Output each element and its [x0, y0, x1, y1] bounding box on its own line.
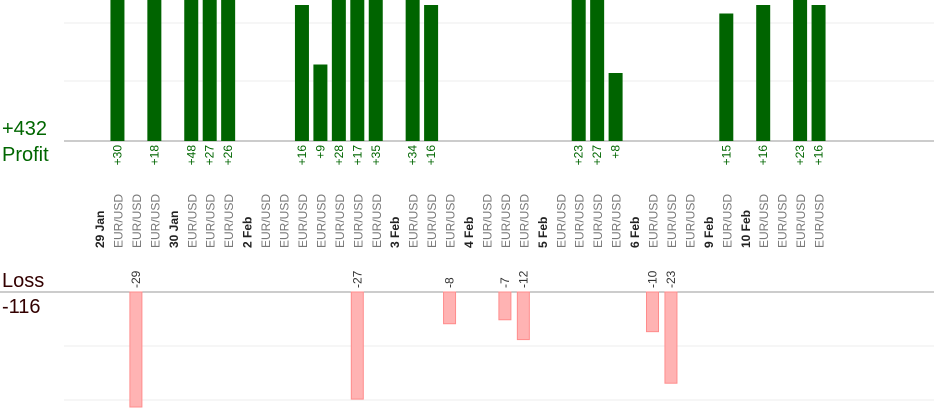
- profit-value-label: +15: [719, 145, 733, 166]
- loss-value-label: -12: [516, 270, 530, 288]
- profit-value-label: +18: [147, 145, 161, 166]
- loss-bar: [443, 291, 457, 325]
- instrument-label: EUR/USD: [610, 194, 624, 248]
- profit-bar: [184, 0, 199, 141]
- instrument-label: EUR/USD: [444, 194, 458, 248]
- profit-bar: [719, 13, 734, 141]
- profit-value-label: +17: [350, 145, 364, 166]
- profit-value-label: +9: [313, 145, 327, 159]
- profit-value-label: +16: [295, 145, 309, 166]
- date-label: 6 Feb: [628, 217, 642, 248]
- instrument-label: EUR/USD: [407, 194, 421, 248]
- date-label: 30 Jan: [167, 211, 181, 248]
- date-label: 4 Feb: [462, 217, 476, 248]
- instrument-label: EUR/USD: [222, 194, 236, 248]
- instrument-label: EUR/USD: [425, 194, 439, 248]
- profit-bar: [313, 64, 328, 141]
- loss-value-label: -7: [498, 277, 512, 288]
- instrument-label: EUR/USD: [517, 194, 531, 248]
- instrument-label: EUR/USD: [278, 194, 292, 248]
- loss-bar: [129, 291, 143, 408]
- profit-bar: [608, 73, 623, 141]
- profit-bar: [793, 0, 808, 141]
- profit-bar: [202, 0, 217, 141]
- loss-bar: [350, 291, 364, 400]
- date-label: 29 Jan: [93, 211, 107, 248]
- instrument-label: EUR/USD: [683, 194, 697, 248]
- loss-value-label: -27: [350, 270, 364, 288]
- date-label: 9 Feb: [702, 217, 716, 248]
- loss-bar: [664, 291, 678, 384]
- profit-bar: [571, 0, 586, 141]
- profit-value-label: +8: [609, 145, 623, 159]
- profit-bar: [811, 5, 826, 141]
- instrument-label: EUR/USD: [351, 194, 365, 248]
- loss-bar: [516, 291, 530, 341]
- profit-value-label: +16: [812, 145, 826, 166]
- loss-total: -116: [2, 296, 41, 318]
- instrument-label: EUR/USD: [776, 194, 790, 248]
- profit-bar: [350, 0, 365, 141]
- profit-bar: [294, 5, 309, 141]
- profit-value-label: +16: [424, 145, 438, 166]
- date-label: 2 Feb: [241, 217, 255, 248]
- profit-value-label: +34: [406, 145, 420, 166]
- instrument-label: EUR/USD: [813, 194, 827, 248]
- profit-bar: [405, 0, 420, 141]
- profit-value-label: +48: [184, 145, 198, 166]
- profit-bar: [221, 0, 236, 141]
- profit-value-label: +23: [572, 145, 586, 166]
- profit-value-label: +28: [332, 145, 346, 166]
- profit-bar: [368, 0, 383, 141]
- profit-value-label: +16: [756, 145, 770, 166]
- instrument-label: EUR/USD: [573, 194, 587, 248]
- instrument-label: EUR/USD: [111, 194, 125, 248]
- profit-total: +432: [2, 118, 48, 140]
- profit-label: Profit: [2, 144, 49, 166]
- profit-value-label: +35: [369, 145, 383, 166]
- instrument-label: EUR/USD: [554, 194, 568, 248]
- loss-value-label: -10: [646, 270, 660, 288]
- instrument-label: EUR/USD: [314, 194, 328, 248]
- instrument-label: EUR/USD: [480, 194, 494, 248]
- loss-bar: [498, 291, 512, 321]
- instrument-label: EUR/USD: [647, 194, 661, 248]
- profit-value-label: +26: [221, 145, 235, 166]
- instrument-label: EUR/USD: [720, 194, 734, 248]
- date-label: 10 Feb: [739, 210, 753, 248]
- date-label: 5 Feb: [536, 217, 550, 248]
- instrument-label: EUR/USD: [794, 194, 808, 248]
- instrument-label: EUR/USD: [296, 194, 310, 248]
- instrument-label: EUR/USD: [130, 194, 144, 248]
- instrument-label: EUR/USD: [185, 194, 199, 248]
- instrument-label: EUR/USD: [333, 194, 347, 248]
- profit-value-label: +27: [590, 145, 604, 166]
- instrument-label: EUR/USD: [591, 194, 605, 248]
- profit-bar: [590, 0, 605, 141]
- instrument-label: EUR/USD: [204, 194, 218, 248]
- loss-value-label: -23: [664, 270, 678, 288]
- loss-value-label: -8: [443, 277, 457, 288]
- profit-bar: [331, 0, 346, 141]
- profit-bar: [110, 0, 125, 141]
- loss-value-label: -29: [129, 270, 143, 288]
- profit-bar: [756, 5, 771, 141]
- profit-bar: [147, 0, 162, 141]
- loss-bar: [646, 291, 659, 333]
- profit-value-label: +27: [203, 145, 217, 166]
- instrument-label: EUR/USD: [259, 194, 273, 248]
- loss-label: Loss: [2, 270, 45, 292]
- profit-bar: [424, 5, 439, 141]
- profit-value-label: +23: [793, 145, 807, 166]
- instrument-label: EUR/USD: [499, 194, 513, 248]
- date-label: 3 Feb: [388, 217, 402, 248]
- instrument-label: EUR/USD: [148, 194, 162, 248]
- instrument-label: EUR/USD: [757, 194, 771, 248]
- instrument-label: EUR/USD: [665, 194, 679, 248]
- profit-value-label: +30: [110, 145, 124, 166]
- instrument-label: EUR/USD: [370, 194, 384, 248]
